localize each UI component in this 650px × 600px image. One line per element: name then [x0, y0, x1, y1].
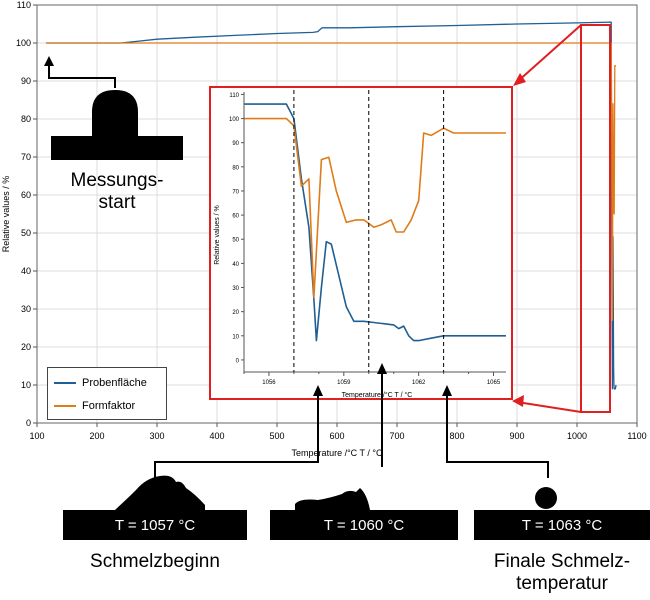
main-series-line-0: [46, 21, 617, 390]
inset-y-tick-label: 20: [232, 310, 239, 316]
legend-item-formfaktor: Formfaktor: [54, 399, 135, 413]
inset-y-tick-label: 10: [232, 334, 239, 340]
inset-chart-ylabel: Relative values / %: [214, 205, 221, 265]
snapshot-connectors: [154, 363, 549, 478]
main-x-tick-label: 400: [209, 431, 224, 441]
legend-item-probenflaeche: Probenfläche: [54, 376, 147, 390]
inset-y-tick-label: 40: [232, 262, 239, 268]
main-y-tick-label: 50: [21, 228, 31, 238]
inset-chart-axes: 0 10 20 30 40 50 60 70 80 90 100 110 1056 1059 1062 106…: [229, 92, 506, 386]
main-x-tick-label: 500: [269, 431, 284, 441]
inset-x-tick-label: 1062: [412, 380, 426, 386]
inset-y-tick-label: 80: [232, 165, 239, 171]
main-y-tick-label: 110: [17, 0, 31, 10]
main-y-tick-label: 0: [26, 418, 31, 428]
legend-swatch-formfaktor: [54, 405, 76, 407]
inset-chart-xlabel: Temperature /°C T / °C: [342, 391, 413, 399]
zoom-region-box: [580, 24, 611, 413]
measurement-start-silhouette: [51, 90, 183, 160]
snapshot-1063-label: T = 1063 °C: [474, 510, 650, 540]
inset-y-tick-label: 30: [232, 286, 239, 292]
main-y-tick-label: 90: [21, 76, 31, 86]
main-y-tick-label: 60: [21, 190, 31, 200]
main-x-tick-label: 600: [329, 431, 344, 441]
measurement-start-label: Messungs- start: [70, 170, 164, 213]
measurement-start-arrow: [44, 56, 116, 88]
main-x-tick-label: 100: [29, 431, 44, 441]
main-x-tick-label: 700: [389, 431, 404, 441]
main-x-tick-label: 900: [509, 431, 524, 441]
inset-series-line-1: [244, 117, 506, 299]
inset-y-tick-label: 50: [232, 238, 239, 244]
main-y-tick-label: 30: [21, 304, 31, 314]
snapshot-1057-label: T = 1057 °C: [63, 510, 247, 540]
sample-silhouette-1063: [535, 487, 557, 509]
main-x-tick-label: 300: [149, 431, 164, 441]
inset-y-tick-label: 70: [232, 189, 239, 195]
zoom-pointer-arrows: [512, 24, 582, 413]
inset-y-tick-label: 110: [229, 93, 239, 99]
main-y-tick-label: 10: [21, 380, 31, 390]
snapshot-1060-label: T = 1060 °C: [270, 510, 458, 540]
inset-x-tick-label: 1065: [487, 380, 501, 386]
legend-label-probenflaeche: Probenfläche: [82, 377, 147, 389]
main-series-line-1: [46, 42, 617, 322]
caption-final-melting-temperature: Finale Schmelz- temperatur: [493, 551, 631, 594]
legend-swatch-probenflaeche: [54, 382, 76, 384]
main-x-tick-label: 1100: [627, 431, 646, 441]
inset-y-tick-label: 90: [232, 141, 239, 147]
inset-x-tick-label: 1059: [337, 380, 351, 386]
main-x-tick-label: 1000: [567, 431, 587, 441]
legend-label-formfaktor: Formfaktor: [82, 400, 136, 412]
inset-series-line-0: [244, 103, 506, 342]
main-y-tick-label: 80: [21, 114, 31, 124]
main-chart-xlabel: Temperature /°C T / °C: [292, 448, 383, 458]
main-chart-series: [46, 21, 617, 390]
main-y-tick-label: 100: [16, 38, 31, 48]
main-x-tick-label: 800: [449, 431, 464, 441]
main-chart-ylabel: Relative values / %: [1, 176, 11, 253]
sample-silhouette-1057: [115, 475, 205, 510]
main-chart-ticks: 100 200 300 400 500 600 700 800 900 1000 110001020…: [16, 0, 647, 441]
main-y-tick-label: 20: [21, 342, 31, 352]
chart-legend: Probenfläche Formfaktor: [47, 367, 167, 420]
inset-chart-melting-markers: [293, 90, 445, 372]
inset-x-tick-label: 1056: [262, 380, 276, 386]
caption-melting-onset: Schmelzbeginn: [90, 551, 220, 572]
main-y-tick-label: 40: [21, 266, 31, 276]
main-x-tick-label: 200: [89, 431, 104, 441]
sample-silhouette-1060: [295, 488, 370, 510]
inset-y-tick-label: 100: [229, 117, 240, 123]
inset-y-tick-label: 0: [236, 358, 240, 364]
inset-y-tick-label: 60: [232, 214, 239, 220]
inset-chart-background: [209, 86, 513, 400]
main-y-tick-label: 70: [21, 152, 31, 162]
inset-chart-series: [244, 103, 506, 342]
